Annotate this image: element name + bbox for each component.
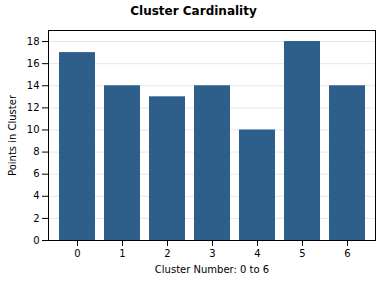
svg-text:Points in Cluster: Points in Cluster — [7, 94, 18, 176]
svg-text:2: 2 — [33, 213, 39, 224]
svg-text:Cluster Number: 0 to 6: Cluster Number: 0 to 6 — [155, 264, 269, 275]
svg-text:1: 1 — [119, 248, 125, 259]
svg-text:0: 0 — [33, 235, 39, 246]
svg-text:6: 6 — [33, 168, 39, 179]
svg-text:4: 4 — [254, 248, 260, 259]
svg-text:3: 3 — [209, 248, 215, 259]
svg-text:12: 12 — [27, 102, 40, 113]
html-text:Cluster Cardinality: Cluster Cardinality — [130, 4, 257, 18]
svg-text:6: 6 — [344, 248, 350, 259]
svg-text:8: 8 — [33, 146, 39, 157]
svg-text:0: 0 — [74, 248, 80, 259]
svg-text:18: 18 — [27, 36, 40, 47]
svg-text:4: 4 — [33, 190, 39, 201]
svg-text:10: 10 — [27, 124, 40, 135]
svg-text:14: 14 — [27, 80, 40, 91]
svg-text:2: 2 — [164, 248, 170, 259]
svg-text:5: 5 — [299, 248, 305, 259]
svg-text:16: 16 — [27, 58, 40, 69]
